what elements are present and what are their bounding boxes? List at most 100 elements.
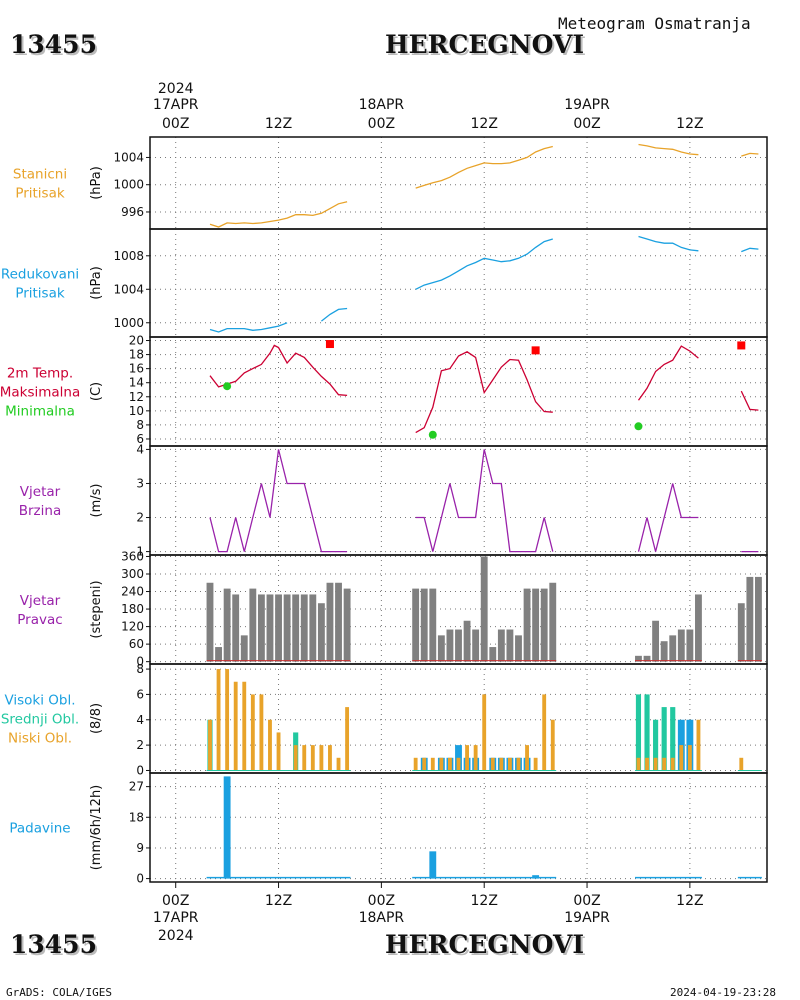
panel-frame — [149, 772, 768, 883]
bar-wind-direction — [643, 655, 651, 662]
cloud-bar-low — [345, 707, 350, 771]
panel-title: Brzina — [19, 503, 61, 519]
panel-title: Vjetar — [20, 484, 61, 500]
cloud-bar-low — [439, 757, 444, 771]
time-label-top: 12Z — [265, 116, 292, 132]
panel-title: Visoki Obl. — [4, 693, 75, 709]
panel-clouds: 0 2 4 6 8 (8/8) Visoki Obl. Srednji Obl. Niski O… — [1, 662, 768, 777]
cloud-bar-low — [225, 669, 230, 771]
bar-wind-direction — [660, 641, 668, 662]
y-axis-label: (mm/6h/12h) — [89, 785, 104, 871]
time-label-bottom: 12Z — [265, 893, 292, 909]
bar-wind-direction — [326, 582, 334, 662]
y-tick-label: 2 — [136, 738, 144, 752]
y-tick-label: 1000 — [113, 316, 144, 330]
bar-wind-direction — [283, 594, 291, 662]
y-tick-label: 8 — [136, 662, 144, 676]
bar-wind-direction — [746, 576, 754, 662]
y-tick-label: 120 — [121, 620, 144, 634]
bar-wind-direction — [309, 594, 317, 662]
y-tick-label: 240 — [121, 585, 144, 599]
bar-wind-direction — [532, 588, 540, 662]
bar-wind-direction — [755, 576, 762, 662]
footer-timestamp: 2024-04-19-23:28 — [670, 986, 776, 999]
y-tick-label: 20 — [129, 334, 144, 348]
time-label-top: 00Z — [573, 116, 600, 132]
y-tick-label: 4 — [136, 442, 144, 456]
y-tick-label: 12 — [129, 390, 144, 404]
cloud-bar-low — [653, 757, 658, 771]
panel-frame — [149, 445, 768, 556]
y-tick-label: 14 — [129, 376, 144, 390]
time-label-bottom: 00Z — [573, 893, 600, 909]
y-tick-label: 1008 — [113, 249, 144, 263]
bar-wind-direction — [292, 594, 300, 662]
panel-wind-speed: 1 2 3 4 (m/s) Vjetar Brzina — [19, 442, 768, 559]
footer-credit: GrADS: COLA/IGES — [6, 986, 112, 999]
max-temp-marker — [325, 340, 334, 349]
series-line-reduced-pressure — [209, 235, 759, 333]
cloud-bar-low — [268, 719, 272, 771]
time-label-top: 00Z — [368, 116, 395, 132]
cloud-bar-low — [250, 694, 255, 771]
panel-title: Srednji Obl. — [1, 712, 79, 728]
cloud-bar-low — [208, 719, 212, 771]
time-label-bottom: 12Z — [676, 893, 703, 909]
date-label-bottom: 17APR — [153, 910, 199, 926]
panel-title: Maksimalna — [0, 385, 80, 401]
cloud-bar-low — [739, 757, 744, 771]
station-name-top: HERCEGNOVI — [385, 30, 585, 59]
cloud-bar-mid — [644, 694, 650, 771]
cloud-bar-low — [473, 745, 478, 771]
cloud-bar-low — [662, 757, 667, 771]
min-temp-marker — [634, 422, 643, 431]
panel-title: Minimalna — [5, 404, 75, 420]
cloud-bar-low — [482, 694, 487, 771]
cloud-bar-mid — [661, 707, 667, 771]
y-tick-label: 18 — [129, 348, 144, 362]
panel-title: Niski Obl. — [8, 731, 72, 747]
bar-wind-direction — [497, 629, 505, 662]
y-axis-label: (m/s) — [89, 484, 104, 518]
panel-title: Redukovani — [1, 267, 79, 283]
cloud-bar-low — [499, 757, 504, 771]
bar-wind-direction — [472, 629, 480, 662]
series-line-station-pressure — [209, 143, 759, 228]
bar-wind-direction — [249, 588, 257, 662]
bar-wind-direction — [463, 620, 471, 662]
panel-frame — [149, 136, 768, 230]
bar-wind-direction — [695, 594, 702, 662]
station-name-bottom: HERCEGNOVI — [385, 930, 585, 959]
cloud-bar-low — [465, 745, 469, 771]
y-tick-label: 2 — [136, 511, 144, 525]
bar-wind-direction — [652, 620, 660, 662]
cloud-bar-low — [533, 757, 538, 771]
cloud-bar-low — [490, 757, 495, 771]
y-tick-label: 996 — [121, 205, 144, 219]
bar-wind-direction — [240, 635, 248, 662]
cloud-bar-low — [687, 745, 692, 771]
bar-wind-direction — [549, 582, 557, 662]
cloud-bar-low — [516, 757, 521, 771]
bar-wind-direction — [515, 635, 522, 662]
panel-title: 2m Temp. — [7, 366, 73, 382]
bar-wind-direction — [215, 647, 222, 662]
y-tick-label: 18 — [129, 810, 144, 824]
y-tick-label: 1 — [136, 545, 144, 559]
y-tick-label: 1000 — [113, 178, 144, 192]
cloud-bar-low — [507, 757, 512, 771]
bar-wind-direction — [677, 629, 685, 662]
y-axis-label: (C) — [89, 382, 104, 401]
series-line-temperature — [209, 344, 759, 434]
cloud-bar-low — [679, 745, 684, 771]
time-label-bottom: 00Z — [162, 893, 189, 909]
bar-precipitation — [429, 851, 437, 879]
station-id-top: 13455 — [10, 30, 97, 59]
bar-wind-direction — [669, 635, 677, 662]
product-title: Meteogram Osmatranja — [558, 14, 751, 33]
cloud-bar-low — [293, 745, 298, 771]
cloud-bar-mid — [635, 694, 642, 771]
cloud-bar-low — [550, 719, 555, 771]
